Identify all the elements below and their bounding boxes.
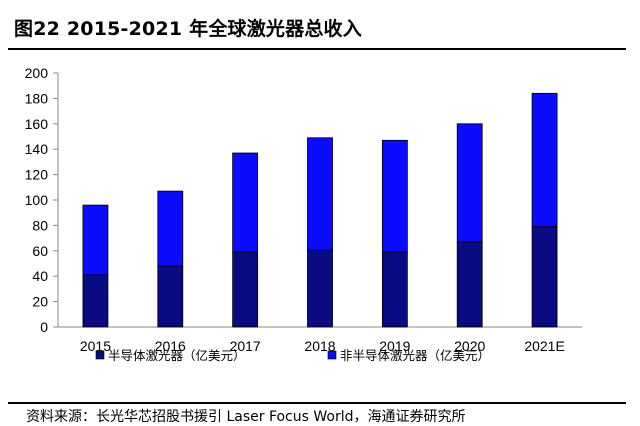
x-tick-label: 2017 [230, 338, 261, 354]
y-tick-label: 200 [25, 65, 49, 81]
bar-chart: 0 20 40 60 80 100 120 140 160 180 200 2015 2016 2017… [25, 65, 582, 363]
figure-title: 图22 2015-2021 年全球激光器总收入 [14, 18, 362, 40]
x-tick-label: 2019 [379, 338, 410, 354]
x-tick-label: 2018 [304, 338, 335, 354]
bar-non-semiconductor-2018 [307, 137, 333, 250]
y-tick-label: 60 [32, 243, 48, 259]
legend-label: 半导体激光器（亿美元） [108, 348, 246, 363]
legend-label: 非半导体激光器（亿美元） [340, 348, 490, 363]
source-note: 资料来源：长光华芯招股书援引 Laser Focus World，海通证券研究所 [26, 409, 466, 425]
bar-semiconductor-2015 [82, 274, 109, 328]
y-tick-label: 0 [40, 319, 48, 335]
y-tick-label: 80 [32, 217, 48, 233]
legend-swatch [327, 350, 337, 360]
y-tick-label: 20 [32, 294, 48, 310]
bar-semiconductor-2020 [456, 241, 483, 328]
bars [82, 92, 558, 328]
y-axis: 0 20 40 60 80 100 120 140 160 180 200 [25, 65, 59, 335]
x-tick-label: 2016 [155, 338, 186, 354]
bar-semiconductor-2016 [157, 265, 184, 328]
x-tick-label: 2020 [454, 338, 485, 354]
bar-non-semiconductor-2020 [456, 123, 483, 243]
y-tick-label: 160 [25, 116, 49, 132]
source-divider [8, 402, 626, 404]
y-tick-label: 100 [25, 192, 49, 208]
bar-semiconductor-2017 [232, 251, 259, 328]
x-tick-label: 2021E [524, 338, 564, 354]
y-tick-label: 120 [25, 167, 49, 183]
bar-semiconductor-2018 [307, 249, 333, 328]
bar-non-semiconductor-2019 [381, 139, 408, 253]
title-divider [8, 48, 626, 50]
bar-non-semiconductor-2016 [157, 190, 184, 267]
legend: 半导体激光器（亿美元） 非半导体激光器（亿美元） [95, 348, 490, 363]
legend-swatch [95, 350, 105, 360]
y-tick-label: 180 [25, 90, 49, 106]
x-tick-label: 2015 [80, 338, 111, 354]
bar-non-semiconductor-2017 [232, 152, 259, 253]
bar-semiconductor-2019 [381, 251, 408, 328]
y-tick-label: 40 [32, 268, 48, 284]
y-tick-label: 140 [25, 141, 49, 157]
bar-non-semiconductor-2015 [82, 204, 109, 276]
bar-semiconductor-2021E [531, 226, 558, 328]
bar-non-semiconductor-2021E [531, 92, 558, 228]
